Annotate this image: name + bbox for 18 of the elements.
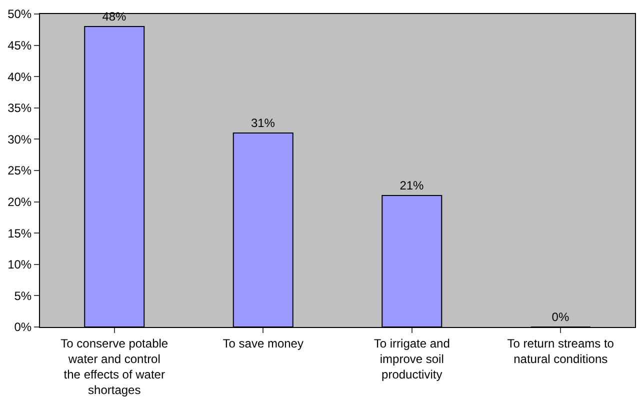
y-tick-label: 10% bbox=[8, 258, 32, 272]
data-label: 0% bbox=[552, 310, 570, 324]
y-tick-label: 50% bbox=[8, 7, 32, 22]
y-tick-label: 15% bbox=[8, 226, 32, 240]
y-tick-label: 20% bbox=[8, 195, 32, 209]
x-tick-label: To conserve potable water and control the effects of water shortages bbox=[60, 336, 168, 398]
y-tick-label: 30% bbox=[8, 132, 32, 146]
data-label: 31% bbox=[250, 116, 276, 130]
y-tick-label: 40% bbox=[8, 70, 32, 84]
y-tick-label: 0% bbox=[14, 320, 32, 334]
x-tick-label: To irrigate and improve soil productivity bbox=[374, 336, 450, 382]
y-tick-label: 5% bbox=[14, 288, 32, 303]
x-tick-label: To return streams to natural conditions bbox=[507, 336, 614, 366]
data-label: 21% bbox=[400, 178, 424, 193]
y-tick-label: 35% bbox=[8, 101, 32, 116]
y-tick-label: 25% bbox=[8, 164, 32, 178]
x-tick-label: To save money bbox=[222, 336, 304, 350]
y-tick-label: 45% bbox=[8, 38, 32, 52]
